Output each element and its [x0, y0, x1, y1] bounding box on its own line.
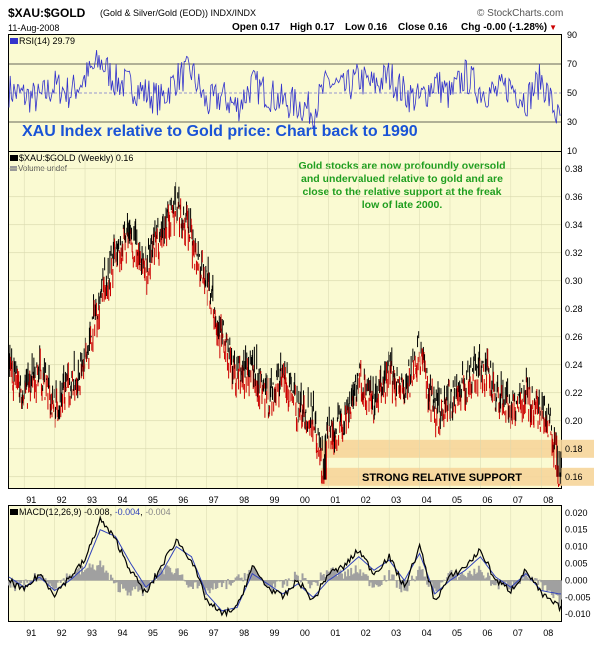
rsi-swatch-icon [10, 38, 18, 44]
macd-year-tick-label: 00 [300, 628, 310, 638]
annotation-line: low of late 2000. [361, 199, 443, 211]
support-label: STRONG RELATIVE SUPPORT [362, 472, 522, 484]
macd-year-tick-label: 01 [330, 628, 340, 638]
quote-change: Chg -0.00 (-1.28%) ▼ [461, 22, 557, 33]
rsi-tick-label: 90 [567, 30, 577, 40]
macd-tick-label: 0.015 [565, 525, 588, 535]
year-tick-label: 04 [422, 495, 432, 505]
macd-label-text: MACD(12,26,9) [19, 507, 82, 517]
price-tick-label: 0.20 [565, 416, 583, 426]
macd-year-tick-label: 95 [148, 628, 158, 638]
price-swatch-icon [10, 155, 18, 161]
macd-year-tick-label: 07 [513, 628, 523, 638]
year-tick-label: 01 [330, 495, 340, 505]
year-tick-label: 91 [26, 495, 36, 505]
price-legend-text: $XAU:$GOLD (Weekly) 0.16 [19, 153, 134, 163]
watermark: © StockCharts.com [477, 8, 564, 19]
price-tick-label: 0.28 [565, 304, 583, 314]
rsi-tick-label: 70 [567, 59, 577, 69]
macd-year-tick-label: 99 [270, 628, 280, 638]
macd-year-tick-label: 02 [361, 628, 371, 638]
price-tick-label: 0.26 [565, 332, 583, 342]
macd-line [8, 515, 562, 618]
year-tick-label: 96 [178, 495, 188, 505]
macd-year-tick-label: 03 [391, 628, 401, 638]
macd-year-tick-label: 08 [543, 628, 553, 638]
annotation-line: and undervalued relative to gold and are [301, 173, 503, 185]
quote-low: Low 0.16 [345, 22, 388, 33]
year-tick-label: 92 [57, 495, 67, 505]
macd-tick-label: -0.010 [565, 609, 591, 619]
rsi-line [8, 49, 561, 130]
year-tick-label: 98 [239, 495, 249, 505]
annotation-line: close to the relative support at the fre… [302, 186, 502, 198]
macd-tick-label: 0.005 [565, 559, 588, 569]
year-tick-label: 08 [543, 495, 553, 505]
macd-year-tick-label: 97 [209, 628, 219, 638]
year-tick-label: 94 [117, 495, 127, 505]
price-tick-label: 0.24 [565, 360, 583, 370]
macd-year-tick-label: 06 [482, 628, 492, 638]
macd-year-tick-label: 04 [422, 628, 432, 638]
price-tick-label: 0.36 [565, 192, 583, 202]
year-tick-label: 99 [270, 495, 280, 505]
price-tick-label: 0.22 [565, 388, 583, 398]
symbol-title: $XAU:$GOLD [8, 6, 86, 20]
macd-value-3: -0.004 [145, 507, 171, 517]
price-tick-label: 0.32 [565, 248, 583, 258]
year-tick-label: 07 [513, 495, 523, 505]
macd-label: MACD(12,26,9) -0.008, -0.004, -0.004 [10, 507, 171, 517]
year-tick-label: 02 [361, 495, 371, 505]
quote-change-text: Chg -0.00 (-1.28%) [461, 22, 548, 33]
volume-legend-text: Volume undef [18, 164, 67, 173]
price-tick-label: 0.38 [565, 164, 583, 174]
rsi-tick-label: 30 [567, 117, 577, 127]
macd-tick-label: -0.005 [565, 592, 591, 602]
macd-value-2: -0.004 [114, 507, 141, 517]
macd-year-tick-label: 91 [26, 628, 36, 638]
macd-tick-label: 0.000 [565, 575, 588, 585]
support-tick-label: 0.18 [565, 444, 583, 454]
symbol-description: (Gold & Silver/Gold (EOD)) INDX/INDX [100, 8, 257, 18]
macd-year-tick-label: 92 [57, 628, 67, 638]
macd-year-tick-label: 98 [239, 628, 249, 638]
rsi-label: RSI(14) 29.79 [10, 36, 75, 46]
year-tick-label: 95 [148, 495, 158, 505]
year-tick-label: 00 [300, 495, 310, 505]
price-panel [8, 151, 562, 489]
quote-high: High 0.17 [290, 22, 335, 33]
rsi-tick-label: 10 [567, 146, 577, 156]
macd-swatch-icon [10, 509, 18, 515]
year-tick-label: 93 [87, 495, 97, 505]
date-label: 11-Aug-2008 [8, 23, 60, 33]
support-tick-label: 0.16 [565, 472, 583, 482]
price-legend: $XAU:$GOLD (Weekly) 0.16 [10, 153, 133, 163]
year-tick-label: 97 [209, 495, 219, 505]
quote-open: Open 0.17 [232, 22, 280, 33]
down-arrow-icon: ▼ [549, 23, 558, 32]
macd-tick-label: 0.010 [565, 542, 588, 552]
macd-year-tick-label: 94 [117, 628, 127, 638]
macd-tick-label: 0.020 [565, 508, 588, 518]
macd-year-tick-label: 96 [178, 628, 188, 638]
macd-value-1: -0.008 [84, 507, 110, 517]
year-tick-label: 05 [452, 495, 462, 505]
year-tick-label: 03 [391, 495, 401, 505]
price-tick-label: 0.34 [565, 220, 583, 230]
year-tick-label: 06 [482, 495, 492, 505]
volume-legend: Volume undef [10, 164, 67, 173]
macd-year-tick-label: 93 [87, 628, 97, 638]
quote-close: Close 0.16 [398, 22, 448, 33]
price-tick-label: 0.30 [565, 276, 583, 286]
rsi-tick-label: 50 [567, 88, 577, 98]
volume-swatch-icon [10, 166, 17, 171]
macd-year-tick-label: 05 [452, 628, 462, 638]
rsi-label-text: RSI(14) 29.79 [19, 36, 76, 46]
chart-headline: XAU Index relative to Gold price: Chart … [22, 123, 418, 140]
